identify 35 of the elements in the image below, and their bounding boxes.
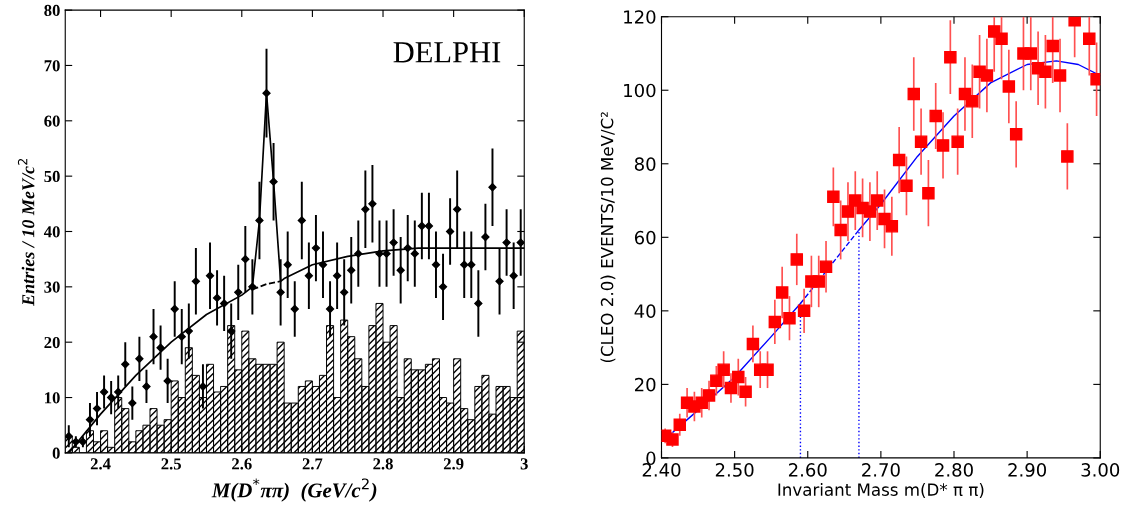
x-tick-label: 2.8 — [373, 458, 393, 470]
y-tick-label: 40 — [43, 226, 60, 238]
y-tick-label: 60 — [634, 230, 656, 245]
y-tick-label: 40 — [634, 304, 656, 318]
x-axis-title: M(D$^{*}$ππ) (GeV/c$^{2}$) — [211, 478, 377, 502]
y-tick-label: 100 — [624, 83, 656, 98]
x-tick-label: 2.80 — [935, 463, 973, 477]
y-axis-title: Entries / 10 MeV/c$^{2}$ — [17, 159, 35, 307]
y-tick-label: 20 — [44, 336, 60, 349]
x-tick-label: 3 — [520, 458, 528, 470]
x-tick-label: 2.7 — [302, 458, 323, 470]
y-tick-label: 80 — [634, 157, 656, 171]
y-tick-label: 80 — [44, 4, 60, 17]
y-tick-label: 20 — [634, 377, 656, 392]
x-tick-label: 2.50 — [715, 463, 754, 477]
x-tick-label: 3.00 — [1081, 463, 1120, 477]
x-tick-label: 2.90 — [1008, 463, 1047, 477]
y-tick-label: 0 — [646, 451, 656, 466]
y-tick-label: 50 — [44, 170, 60, 183]
x-tick-label: 2.40 — [642, 463, 681, 477]
x-axis-title: Invariant Mass m(D* π π) — [778, 483, 984, 498]
x-tick-label: 2.4 — [90, 458, 111, 470]
x-tick-label: 2.9 — [443, 458, 464, 470]
x-tick-label: 2.5 — [161, 458, 181, 470]
x-tick-label: 2.60 — [788, 463, 827, 477]
y-tick-label: 60 — [44, 115, 60, 127]
x-tick-label: 2.6 — [232, 458, 252, 470]
y-tick-label: 70 — [44, 60, 60, 72]
x-tick-label: 2.70 — [862, 463, 900, 477]
y-tick-label: 120 — [624, 10, 656, 24]
y-tick-label: 10 — [45, 392, 60, 404]
annotation: DELPHI — [393, 42, 501, 63]
y-tick-label: 0 — [52, 447, 60, 459]
y-tick-label: 30 — [44, 281, 60, 293]
y-axis-title: (CLEO 2.0) EVENTS/10 MeV/C² — [600, 112, 616, 363]
